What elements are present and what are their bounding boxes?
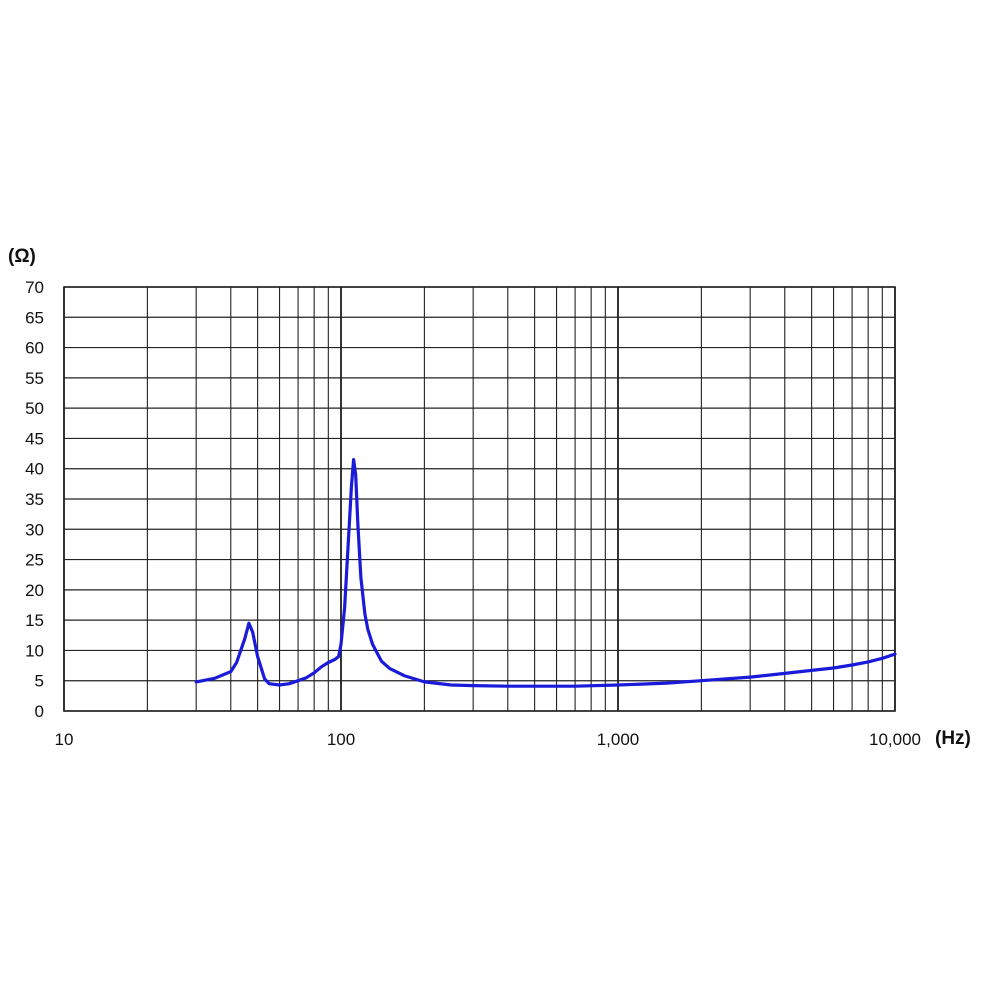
chart-grid (63, 286, 896, 712)
x-tick-label: 10 (55, 730, 74, 749)
y-tick-label: 45 (25, 429, 44, 448)
plot-frame (63, 286, 896, 712)
x-tick-label: 10,000 (869, 730, 921, 749)
y-tick-label: 35 (25, 490, 44, 509)
y-tick-label: 25 (25, 551, 44, 570)
y-tick-label: 10 (25, 641, 44, 660)
y-tick-label: 40 (25, 460, 44, 479)
y-tick-label: 30 (25, 520, 44, 539)
x-axis-unit-label: (Hz) (935, 728, 971, 749)
y-tick-label: 60 (25, 339, 44, 358)
series-layer (194, 458, 897, 688)
y-tick-label: 55 (25, 369, 44, 388)
y-axis-ticks: 0 5 10 15 20 25 30 35 40 45 50 55 60 65 70 (25, 278, 44, 721)
y-tick-label: 70 (25, 278, 44, 297)
y-tick-label: 15 (25, 611, 44, 630)
x-axis-ticks: 10 100 1,000 10,000 (55, 730, 921, 749)
y-axis-unit-label: (Ω) (8, 246, 36, 267)
x-tick-label: 100 (327, 730, 355, 749)
y-tick-label: 0 (35, 702, 44, 721)
y-tick-label: 20 (25, 581, 44, 600)
y-tick-label: 5 (35, 672, 44, 691)
impedance-curve (194, 458, 897, 688)
y-tick-label: 65 (25, 308, 44, 327)
y-tick-label: 50 (25, 399, 44, 418)
x-tick-label: 1,000 (597, 730, 640, 749)
